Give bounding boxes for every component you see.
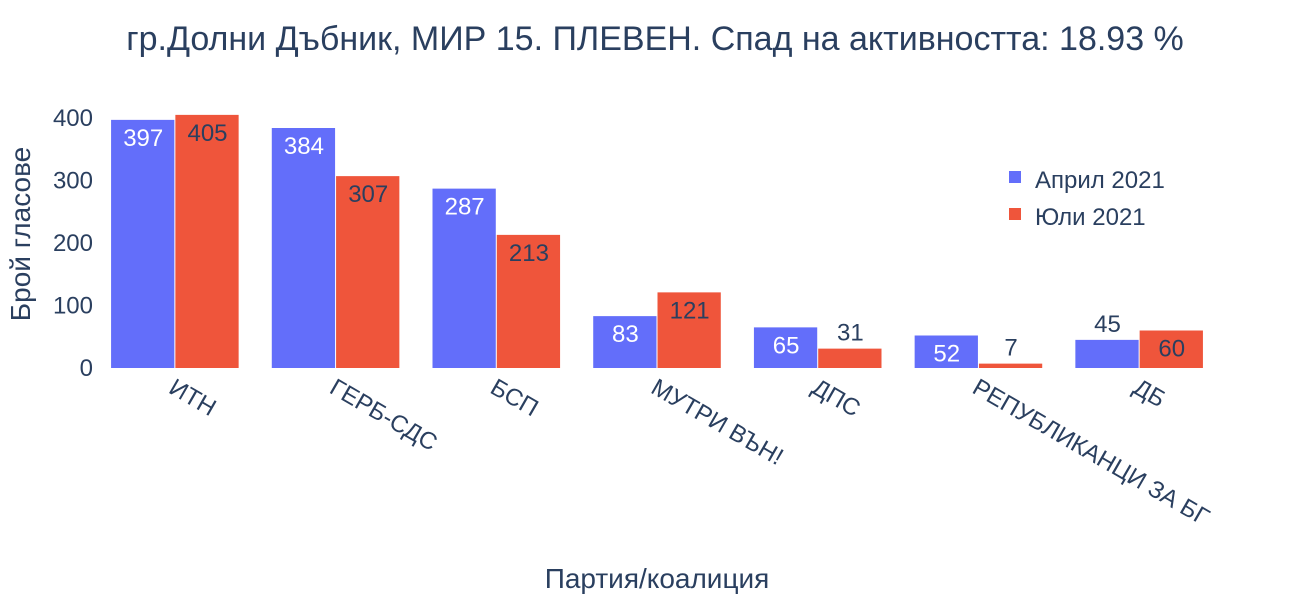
x-tick-label: МУТРИ ВЪН!: [647, 374, 788, 471]
bar-value-label: 405: [187, 120, 227, 147]
x-tick-label: РЕПУБЛИКАНЦИ ЗА БГ: [968, 374, 1214, 531]
bar-value-label: 31: [837, 320, 864, 347]
bar-value-label: 384: [284, 133, 324, 160]
bar-value-label: 213: [509, 240, 549, 267]
bar[interactable]: [1139, 330, 1203, 369]
bar[interactable]: [978, 363, 1043, 368]
legend-swatch[interactable]: [1009, 171, 1021, 183]
y-axis-title: Брой гласове: [5, 147, 36, 321]
bar[interactable]: [336, 176, 400, 368]
bar-value-label: 83: [612, 321, 639, 348]
x-tick-label: ДБ: [1129, 374, 1170, 413]
bar[interactable]: [593, 316, 657, 368]
bar[interactable]: [818, 348, 882, 368]
y-tick-label: 400: [53, 105, 93, 132]
legend-label[interactable]: Април 2021: [1035, 167, 1165, 194]
bar-value-label: 65: [773, 332, 800, 359]
bar-value-label: 287: [445, 194, 485, 221]
x-axis-title: Партия/коалиция: [545, 563, 770, 594]
bar-value-label: 52: [933, 341, 960, 368]
x-tick-label: ИТН: [164, 374, 220, 422]
y-tick-label: 0: [80, 355, 93, 382]
legend-label[interactable]: Юли 2021: [1035, 204, 1146, 231]
y-tick-label: 300: [53, 168, 93, 195]
bar-value-label: 7: [1004, 335, 1017, 362]
x-tick-label: ГЕРБ-СДС: [325, 374, 442, 457]
chart-title: гр.Долни Дъбник, МИР 15. ПЛЕВЕН. Спад на…: [126, 20, 1184, 58]
bar-value-label: 397: [123, 125, 163, 152]
bar[interactable]: [753, 327, 818, 368]
x-tick-label: ДПС: [807, 374, 865, 423]
legend[interactable]: Април 2021 Юли 2021: [1009, 167, 1165, 231]
y-tick-label: 200: [53, 230, 93, 257]
bar[interactable]: [496, 234, 561, 368]
x-axis: ИТН ГЕРБ-СДС БСП МУТРИ ВЪН! ДПС РЕПУБЛИКАНЦИ …: [164, 374, 1213, 531]
bar-value-label: 121: [670, 297, 710, 324]
bar-value-label: 60: [1158, 336, 1185, 363]
bar[interactable]: [1075, 339, 1139, 368]
legend-swatch[interactable]: [1009, 208, 1021, 220]
bar[interactable]: [657, 292, 721, 368]
bar-value-label: 45: [1094, 311, 1121, 338]
bar-value-label: 307: [348, 181, 388, 208]
y-tick-label: 100: [53, 293, 93, 320]
bar[interactable]: [432, 188, 496, 368]
bar[interactable]: [175, 114, 239, 368]
bar[interactable]: [271, 128, 336, 368]
bar[interactable]: [914, 335, 978, 369]
x-tick-label: БСП: [486, 374, 543, 422]
y-axis: 0 100 200 300 400: [53, 105, 93, 382]
bar[interactable]: [111, 119, 175, 368]
bars: 397 405 384 307 287 213 83 121 65 31 52 7 45 60: [111, 114, 1203, 369]
